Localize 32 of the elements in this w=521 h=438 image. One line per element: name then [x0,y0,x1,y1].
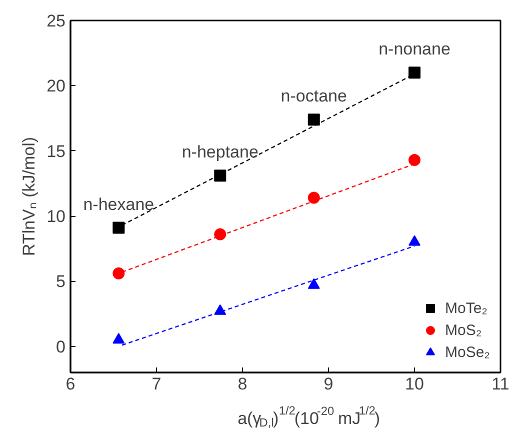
point [214,228,226,240]
y-tick-label: 25 [46,12,66,30]
x-tick-label: 7 [152,374,162,394]
legend-label: MoTe₂ [444,300,488,316]
point [214,170,226,182]
point [112,267,125,280]
point [408,66,420,79]
point [214,304,226,315]
point [112,222,125,234]
point [308,114,320,126]
point [308,278,320,289]
x-tick-label: 8 [238,374,248,394]
annotation: n-heptane [182,142,258,162]
y-tick-label: 0 [56,337,66,356]
y-axis-title: RTlnVₙ (kJ/mol) [20,136,39,256]
x-tick-label: 11 [492,374,510,394]
point [408,154,420,166]
annotation: n-nonane [378,40,450,59]
y-tick-label: 15 [46,142,66,161]
legend-label: MoS₂ [444,322,482,338]
point [112,333,125,344]
point [408,235,420,246]
point [308,192,320,204]
x-tick-label: 9 [324,374,334,394]
x-tick-label: 6 [66,374,76,394]
y-tick-label: 20 [46,76,66,96]
annotation: n-hexane [83,194,154,214]
y-tick-label: 5 [56,272,66,292]
legend-label: MoSe₂ [444,344,490,360]
annotation: n-octane [280,86,347,106]
x-tick-label: 10 [405,374,424,394]
y-tick-label: 10 [46,207,66,226]
